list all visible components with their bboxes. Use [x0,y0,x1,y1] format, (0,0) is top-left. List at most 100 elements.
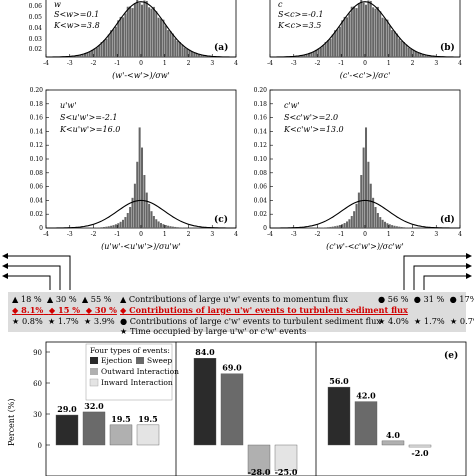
xtick-label: 2 [187,60,191,67]
hist-bar [134,184,136,228]
panel-a-label: (a) [214,42,228,53]
ytick-label: 0.08 [30,170,44,177]
hist-bar [344,17,346,57]
ytick-label: 0.18 [30,101,44,108]
ytick-label: 0.20 [30,87,44,94]
hist-bar [151,211,153,228]
xtick-label: 2 [411,60,415,67]
hist-bar [127,7,129,57]
hist-bar [155,219,157,228]
hist-bar [358,3,360,57]
event-bar [328,387,350,445]
pct-momentum-b: ▲ 30 % [47,294,77,304]
xtick-label: 4 [234,231,238,238]
pct-cw-time-a: ★ 4.0% [378,316,409,326]
panel-b-xlabel: (c'-<c'>)/σc' [340,71,391,80]
hist-bar [367,0,369,57]
hist-bar [172,227,174,228]
hist-bar [122,17,124,57]
hist-bar [103,227,105,228]
hist-bar [346,221,348,228]
hist-bar [329,39,331,57]
event-bar [382,441,404,445]
left-row-1: ▲ 18 % ▲ 30 % ▲ 55 % [12,294,112,304]
hist-bar [386,20,388,57]
hist-bar [98,45,100,57]
hist-bar [179,42,181,57]
hist-bar [181,45,183,57]
hist-bar [339,225,341,228]
xtick-label: -1 [114,231,120,238]
hist-bar [351,216,353,228]
ytick-label: 0.10 [254,156,268,163]
hist-bar [143,0,145,57]
hist-bar [353,211,355,228]
legend-inward: Inward Interaction [101,378,173,387]
bar-value-label: 84.0 [195,347,215,357]
bar-value-label: 4.0 [386,430,400,440]
ytick-label: 0.06 [254,184,268,191]
hist-bar [403,227,405,228]
hist-bar [370,184,372,228]
hist-bar [382,18,384,57]
hist-bar [148,204,150,228]
panel-c-label: (c) [214,214,228,225]
ytick-label: 0.04 [30,197,44,204]
hist-bar [143,175,145,228]
xtick-label: 0 [139,60,143,67]
hist-bar [177,41,179,57]
hist-bar [101,227,103,228]
pct-sediment-c: ◆ 30 % [86,305,117,315]
hist-bar [370,1,372,57]
xtick-label: -3 [67,231,73,238]
hist-bar [132,8,134,57]
hist-bar [96,48,98,57]
xtick-label: 1 [387,60,391,67]
hist-bar [396,226,398,228]
xtick-label: 3 [210,231,214,238]
hist-bar [405,45,407,57]
xtick-label: 2 [411,231,415,238]
hist-bar [167,226,169,228]
xtick-label: -3 [291,60,297,67]
panel-a-ytick: 0.06 [29,3,43,10]
hist-bar [372,7,374,57]
panel-a-var: w [54,0,61,9]
event-bar [137,425,159,445]
xtick-label: 3 [434,60,438,67]
xtick-label: -3 [291,231,297,238]
legend-sediment-uw: ◆ Contributions of large u'w' events to … [120,305,408,315]
hist-bar [115,27,117,57]
ytick-label: 0.16 [30,115,44,122]
hist-bar [382,220,384,228]
hist-bar [379,217,381,228]
hist-bar [124,217,126,228]
xtick-label: 1 [387,231,391,238]
hist-bar [327,40,329,57]
hist-bar [162,20,164,57]
xtick-label: -1 [114,60,120,67]
hist-bar [146,193,148,228]
xtick-label: -1 [338,60,344,67]
ytick-label: 0.12 [30,142,44,149]
pct-time-c: ★ 3.9% [84,316,115,326]
hist-bar [120,222,122,228]
legend-sweep: Sweep [147,356,172,365]
panel-b-label: (b) [440,42,455,53]
hist-bar [405,227,407,228]
hist-bar [148,7,150,57]
panel-c: u'w' S<u'w'>=-2.1 K<u'w'>=16.0 (c) 0.200… [30,87,236,250]
hist-bar [375,207,377,228]
ytick-label: 0.14 [30,128,44,135]
panel-a-ytick: 0.02 [29,46,43,53]
hist-bar [325,227,327,228]
hist-bar [120,17,122,57]
hist-bar [363,3,365,57]
left-row-2: ◆ 8.1% ◆ 15 % ◆ 30 % [12,305,117,315]
hist-bar [327,227,329,228]
hist-bar [365,5,367,57]
bar-legend: Four types of events: Ejection Sweep Out… [86,344,179,400]
hist-bar [337,29,339,57]
hist-bar [124,13,126,57]
